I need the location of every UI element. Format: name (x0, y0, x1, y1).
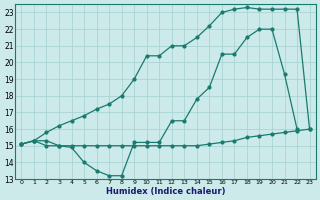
X-axis label: Humidex (Indice chaleur): Humidex (Indice chaleur) (106, 187, 225, 196)
